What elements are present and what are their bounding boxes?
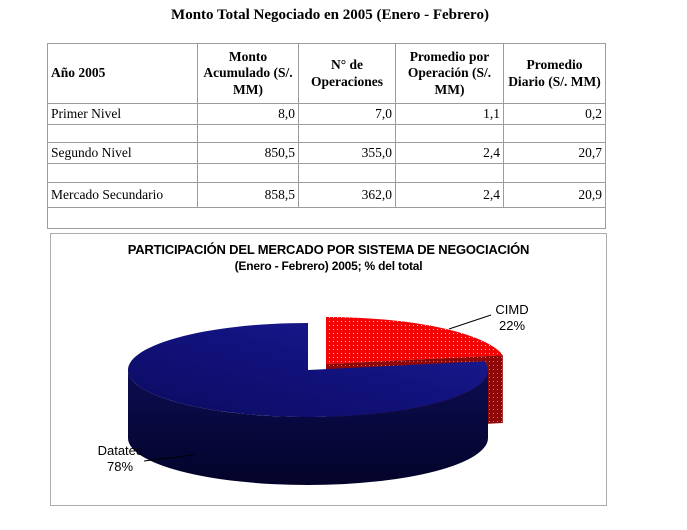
table-row: Primer Nivel 8,0 7,0 1,1 0,2	[47, 103, 606, 125]
cell-operaciones: 355,0	[298, 142, 396, 164]
row-label: Primer Nivel	[47, 103, 198, 125]
cell-prom-operacion: 2,4	[395, 142, 504, 164]
pie-chart	[127, 314, 503, 485]
pie-slice-cimd-top	[326, 317, 503, 364]
col-header-monto: Monto Acumulado (S/. MM)	[197, 43, 299, 104]
table-row: Mercado Secundario 858,5 362,0 2,4 20,9	[47, 182, 606, 208]
cell-prom-diario: 0,2	[503, 103, 606, 125]
pie-label-cimd-name: CIMD	[495, 302, 529, 317]
pie-label-datatec-name: Datatec	[97, 443, 143, 458]
col-header-anio: Año 2005	[47, 43, 198, 104]
spacer-row	[47, 163, 606, 183]
pie-label-datatec: Datatec 78%	[93, 443, 147, 475]
pie-slice-datatec-side	[128, 370, 488, 485]
row-label: Mercado Secundario	[47, 182, 198, 208]
chart-subtitle: (Enero - Febrero) 2005; % del total	[234, 259, 423, 273]
pie-chart-panel: PARTICIPACIÓN DEL MERCADO POR SISTEMA DE…	[50, 233, 607, 506]
leader-line-cimd	[448, 314, 492, 330]
cell-prom-operacion: 1,1	[395, 103, 504, 125]
cell-operaciones: 7,0	[298, 103, 396, 125]
pie-label-datatec-pct: 78%	[106, 459, 134, 474]
page-title: Monto Total Negociado en 2005 (Enero - F…	[171, 7, 489, 23]
cell-monto: 858,5	[197, 182, 299, 208]
cell-prom-diario: 20,9	[503, 182, 606, 208]
spacer-row	[47, 124, 606, 143]
col-header-promedio-diario: Promedio Diario (S/. MM)	[503, 43, 606, 104]
table-header-row: Año 2005 Monto Acumulado (S/. MM) N° de …	[47, 43, 606, 104]
cell-prom-operacion: 2,4	[395, 182, 504, 208]
spacer-row-bottom	[47, 207, 606, 229]
pie-label-cimd-pct: 22%	[498, 318, 526, 333]
chart-title: PARTICIPACIÓN DEL MERCADO POR SISTEMA DE…	[127, 242, 530, 257]
cell-monto: 850,5	[197, 142, 299, 164]
col-header-operaciones: N° de Operaciones	[298, 43, 396, 104]
pie-label-cimd: CIMD 22%	[489, 302, 535, 334]
col-header-promedio-operacion: Promedio por Operación (S/. MM)	[395, 43, 504, 104]
cell-prom-diario: 20,7	[503, 142, 606, 164]
cell-operaciones: 362,0	[298, 182, 396, 208]
pie-slice-datatec-top	[127, 323, 488, 417]
leader-line-datatec	[143, 454, 195, 462]
row-label: Segundo Nivel	[47, 142, 198, 164]
negotiation-table: Año 2005 Monto Acumulado (S/. MM) N° de …	[47, 43, 606, 229]
table-row: Segundo Nivel 850,5 355,0 2,4 20,7	[47, 142, 606, 164]
cell-monto: 8,0	[197, 103, 299, 125]
